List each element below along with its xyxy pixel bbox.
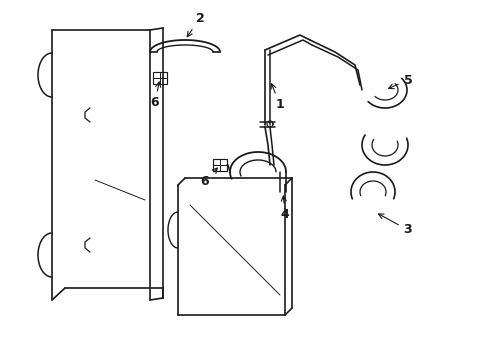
Text: 6: 6 [150, 82, 161, 109]
Text: 6: 6 [200, 168, 217, 189]
Text: 2: 2 [187, 12, 204, 37]
Bar [153, 72, 167, 84]
Bar [213, 159, 226, 171]
Text: 4: 4 [280, 196, 289, 221]
Text: 3: 3 [378, 214, 411, 237]
Text: 1: 1 [270, 84, 284, 112]
Text: 5: 5 [388, 73, 411, 89]
